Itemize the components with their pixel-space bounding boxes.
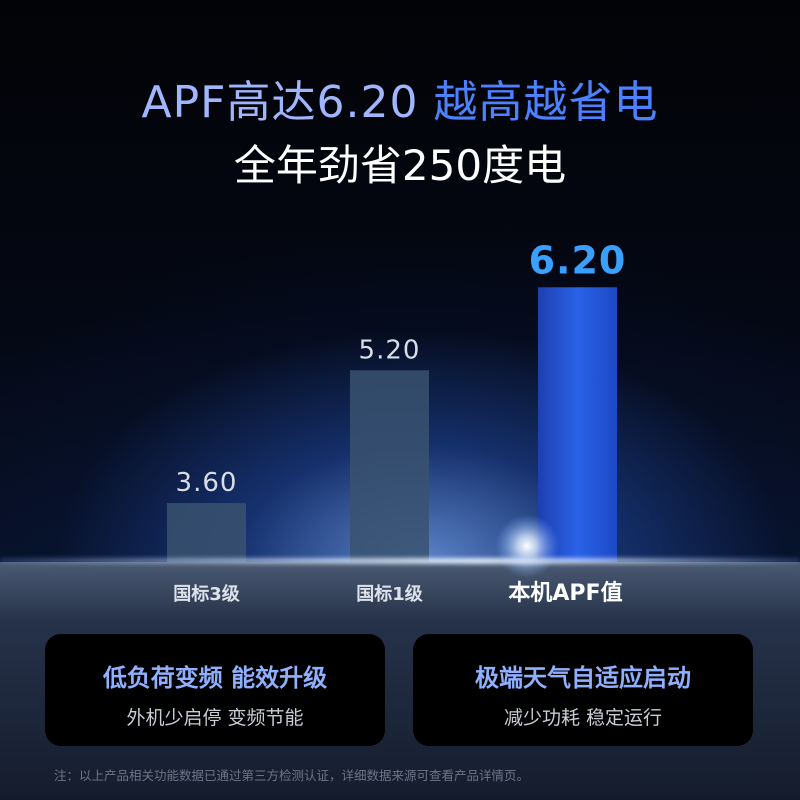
card-title: 低负荷变频 能效升级 xyxy=(102,664,328,692)
bar-2 xyxy=(538,287,617,562)
baseline-glow xyxy=(0,558,800,564)
value-label-0: 3.60 xyxy=(176,468,238,498)
bar-1 xyxy=(350,370,429,562)
card-subtitle: 减少功耗 稳定运行 xyxy=(503,707,663,729)
headline-part1: APF高达6.20 xyxy=(141,77,419,128)
subheadline: 全年劲省250度电 xyxy=(233,141,567,190)
headline-part2: 越高越省电 xyxy=(433,77,659,128)
value-label-1: 5.20 xyxy=(359,335,421,365)
light-flare xyxy=(495,514,559,578)
feature-card-extreme-weather: 极端天气自适应启动 减少功耗 稳定运行 xyxy=(413,634,753,746)
card-subtitle: 外机少启停 变频节能 xyxy=(126,707,304,729)
apf-bar-chart: 3.60 国标3级 5.20 国标1级 6.20 本机APF值 xyxy=(167,238,627,606)
category-label-1: 国标1级 xyxy=(356,583,424,605)
category-label-2: 本机APF值 xyxy=(508,580,622,606)
headline: APF高达6.20 越高越省电 xyxy=(0,66,800,130)
feature-card-low-load: 低负荷变频 能效升级 外机少启停 变频节能 xyxy=(45,634,385,746)
card-title: 极端天气自适应启动 xyxy=(475,664,691,692)
category-label-0: 国标3级 xyxy=(173,583,241,605)
bar-0 xyxy=(167,503,246,562)
value-label-2: 6.20 xyxy=(529,238,627,282)
footnote: 注：以上产品相关功能数据已通过第三方检测认证，详细数据来源可查看产品详情页。 xyxy=(54,768,530,783)
